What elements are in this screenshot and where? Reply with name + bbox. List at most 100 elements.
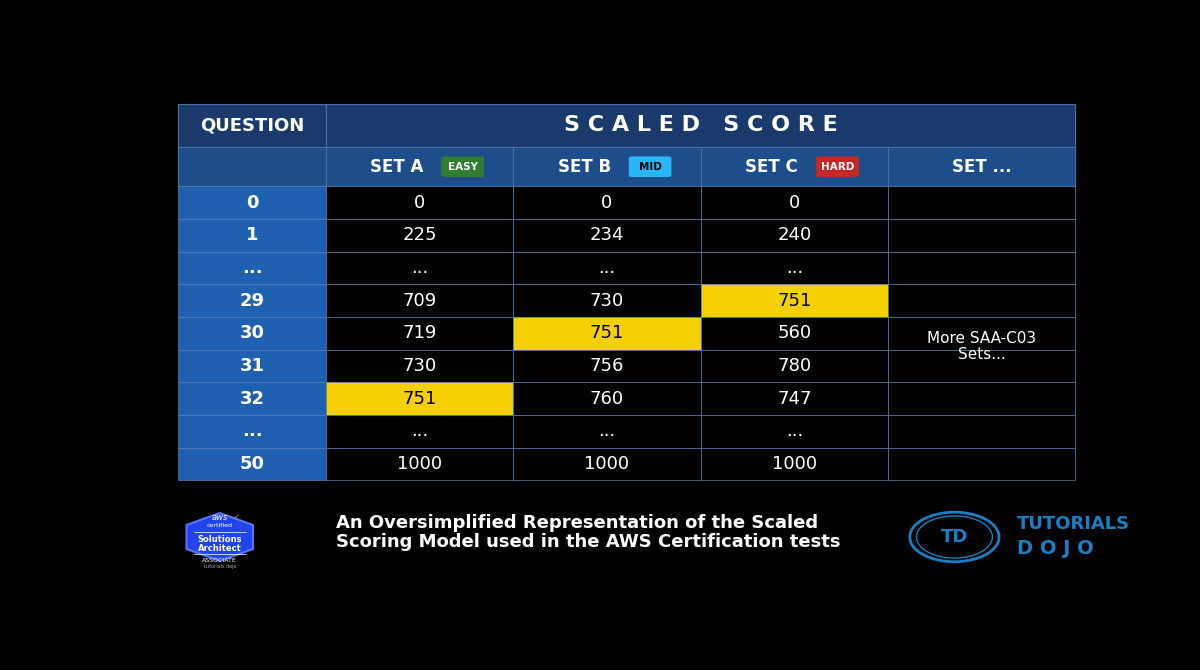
Bar [888,186,1075,219]
FancyBboxPatch shape [629,156,672,177]
Text: 0: 0 [414,194,425,212]
Text: 751: 751 [590,324,624,342]
Bar [701,219,888,252]
Bar [514,186,701,219]
Bar [326,252,514,284]
Text: 780: 780 [778,357,811,375]
Text: 1: 1 [246,226,258,245]
Text: ✓: ✓ [234,515,240,521]
Text: 1000: 1000 [397,455,443,473]
Bar [701,448,888,480]
Text: 225: 225 [402,226,437,245]
Text: 747: 747 [778,390,811,407]
Bar [178,186,326,219]
Text: 1000: 1000 [584,455,630,473]
Text: 0: 0 [601,194,613,212]
Text: SET B: SET B [558,157,611,176]
Bar [701,252,888,284]
Text: 760: 760 [590,390,624,407]
Bar [178,252,326,284]
Bar [178,284,326,317]
Bar [178,350,326,383]
Text: ...: ... [412,259,428,277]
Text: 751: 751 [402,390,437,407]
Text: HARD: HARD [821,161,854,172]
Text: Solutions: Solutions [198,535,242,544]
Bar [326,448,514,480]
Text: 560: 560 [778,324,811,342]
Bar [514,350,701,383]
Bar [326,219,514,252]
Text: certified: certified [206,523,233,528]
Text: Architect: Architect [198,544,241,553]
Bar [701,415,888,448]
Text: 1000: 1000 [772,455,817,473]
FancyBboxPatch shape [816,156,859,177]
Text: aws: aws [211,513,228,522]
Text: 719: 719 [402,324,437,342]
Bar [326,383,514,415]
Text: Scoring Model used in the AWS Certification tests: Scoring Model used in the AWS Certificat… [336,533,840,551]
Bar [514,219,701,252]
Bar [701,186,888,219]
Text: ...: ... [412,422,428,440]
Text: 730: 730 [590,291,624,310]
Bar [326,284,514,317]
Text: 730: 730 [402,357,437,375]
Text: 0: 0 [246,194,258,212]
Text: ...: ... [241,259,263,277]
Bar [701,147,888,186]
Bar [888,448,1075,480]
Bar [888,252,1075,284]
Bar [514,252,701,284]
Bar [178,448,326,480]
Text: 751: 751 [778,291,811,310]
Bar [701,350,888,383]
Bar [326,104,1075,147]
Text: ASSOCIATE: ASSOCIATE [203,557,238,563]
Text: 709: 709 [402,291,437,310]
Text: ...: ... [599,422,616,440]
Bar [178,104,326,147]
Text: 234: 234 [589,226,624,245]
Text: SET ...: SET ... [952,157,1012,176]
Bar [888,147,1075,186]
Text: D O J O: D O J O [1016,539,1093,558]
Bar [701,383,888,415]
Text: SET A: SET A [371,157,424,176]
Text: Sets...: Sets... [958,347,1006,362]
Bar [178,317,326,350]
Text: tutorials dojo: tutorials dojo [204,564,236,570]
Bar [701,317,888,350]
Text: ...: ... [241,422,263,440]
Bar [888,415,1075,448]
Bar [514,284,701,317]
Text: 0: 0 [788,194,800,212]
Bar [178,147,326,186]
Bar [326,317,514,350]
Text: ...: ... [786,422,803,440]
Text: TD: TD [941,528,968,546]
Bar [326,350,514,383]
Bar [178,383,326,415]
Bar [888,350,1075,383]
Bar [514,317,701,350]
Text: 30: 30 [240,324,264,342]
Bar [514,147,701,186]
Text: EASY: EASY [448,161,478,172]
Text: 32: 32 [240,390,264,407]
Bar [514,383,701,415]
Polygon shape [186,513,253,561]
Text: TUTORIALS: TUTORIALS [1016,515,1130,533]
Text: MID: MID [638,161,661,172]
Bar [888,284,1075,317]
Text: S C A L E D   S C O R E: S C A L E D S C O R E [564,115,838,135]
Text: 29: 29 [240,291,264,310]
Text: 50: 50 [240,455,264,473]
Text: 31: 31 [240,357,264,375]
Bar [514,448,701,480]
Bar [326,147,514,186]
Text: 756: 756 [590,357,624,375]
Text: ...: ... [599,259,616,277]
Text: More SAA-C03: More SAA-C03 [928,331,1037,346]
